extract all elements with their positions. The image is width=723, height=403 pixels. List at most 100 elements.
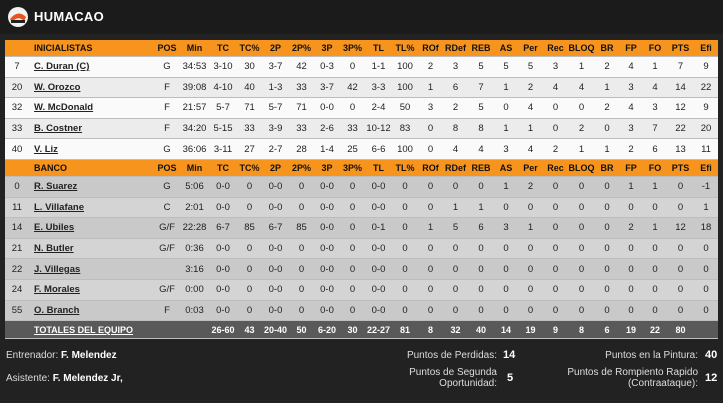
player-name[interactable]: E. Ubiles (29, 217, 154, 239)
stat-cell: 0 (643, 279, 667, 301)
stat-cell (154, 258, 180, 280)
column-header: 3P (314, 40, 340, 57)
stat-cell: 3 (643, 97, 667, 119)
stat-cell: F (154, 118, 180, 140)
stat-cell: 1 (568, 56, 595, 78)
column-header: AS (494, 40, 518, 57)
column-header: TC% (237, 40, 262, 57)
stat-cell: 0 (392, 238, 418, 260)
stat-cell: 42 (289, 56, 314, 78)
totals-cell: 50 (289, 320, 314, 340)
stat-cell: 6-6 (365, 138, 392, 160)
assistant-name: F. Melendez Jr, (52, 373, 123, 384)
stat-cell: 0 (494, 258, 518, 280)
stat-cell: 0 (468, 176, 494, 198)
player-name[interactable]: W. McDonald (29, 97, 154, 119)
stat-cell: 7 (643, 118, 667, 140)
player-name[interactable]: R. Suarez (29, 176, 154, 198)
stat-cell: 0 (289, 176, 314, 198)
stat-cell: 0 (494, 197, 518, 219)
stat-cell: 0-0 (314, 97, 340, 119)
player-name[interactable]: C. Duran (C) (29, 56, 154, 78)
stat-cell: 0 (418, 138, 443, 160)
stat-cell: 0 (289, 197, 314, 219)
stat-cell: 1 (418, 77, 443, 99)
section-header: INICIALISTAS POS Min TC TC% 2P 2P% 3P 3P% TL TL% RO… (5, 40, 718, 57)
player-name[interactable]: J. Villegas (29, 258, 154, 280)
stat-cell: 0-0 (209, 238, 237, 260)
stat-cell: 22 (694, 77, 718, 99)
stat-value: 14 (503, 349, 516, 361)
stat-cell: 3-9 (262, 118, 289, 140)
stat-cell: 0-0 (365, 238, 392, 260)
stat-cell: 20 (694, 118, 718, 140)
jersey-number: 20 (5, 77, 29, 99)
stat-cell: 39:08 (180, 77, 209, 99)
stat-cell: 0 (568, 197, 595, 219)
totals-cell: 32 (443, 320, 468, 340)
totals-cell: 6-20 (314, 320, 340, 340)
team-header: HUMACAO (0, 0, 723, 34)
stat-cell: 0-0 (262, 300, 289, 322)
player-name[interactable]: W. Orozco (29, 77, 154, 99)
stat-cell: 0 (289, 238, 314, 260)
stat-cell: 100 (392, 138, 418, 160)
stat-cell: 0 (418, 238, 443, 260)
stat-cell: 0 (468, 279, 494, 301)
stat-cell: -1 (694, 176, 718, 198)
stat-cell: 0 (237, 176, 262, 198)
stat-cell: 0-0 (262, 238, 289, 260)
stat-cell: 1-1 (365, 56, 392, 78)
totals-cell: 14 (494, 320, 518, 340)
stat-cell: 0 (237, 279, 262, 301)
stat-cell: 0 (340, 300, 365, 322)
player-row: 7 C. Duran (C) G 34:53 3-10 30 3-7 42 0-3 0 1-1 100… (5, 56, 718, 78)
totals-cell (5, 320, 29, 340)
stat-cell: 0 (543, 97, 568, 119)
stat-cell: 3 (619, 118, 643, 140)
stat-cell: 0-0 (365, 300, 392, 322)
column-header: PTS (667, 159, 694, 177)
player-row: 22 J. Villegas 3:16 0-0 0 0-0 0 0-0 0 0-0 0 0 0 0 0 0 0 0… (5, 258, 718, 280)
stat-cell: 0 (392, 300, 418, 322)
player-row: 21 N. Butler G/F 0:36 0-0 0 0-0 0 0-0 0 0-0 0 0 0 0 0 0 0… (5, 238, 718, 260)
stat-cell: 0-0 (365, 176, 392, 198)
stat-cell: 6 (443, 77, 468, 99)
player-name[interactable]: L. Villafane (29, 197, 154, 219)
stat-cell: 0 (340, 238, 365, 260)
stat-cell: 2:01 (180, 197, 209, 219)
totals-cell: 19 (619, 320, 643, 340)
player-name[interactable]: O. Branch (29, 300, 154, 322)
stat-cell: 0 (568, 279, 595, 301)
stat-cell: 0 (667, 176, 694, 198)
player-name[interactable]: N. Butler (29, 238, 154, 260)
column-header: TC (209, 159, 237, 177)
jersey-number: 11 (5, 197, 29, 219)
stat-cell: 0 (619, 197, 643, 219)
stat-cell: 12 (667, 217, 694, 239)
totals-cell: 81 (392, 320, 418, 340)
section-label: INICIALISTAS (29, 40, 154, 57)
stat-cell: 2 (518, 176, 543, 198)
player-name[interactable]: B. Costner (29, 118, 154, 140)
stat-cell: 1 (595, 138, 619, 160)
column-header: FO (643, 40, 667, 57)
stat-cell: 42 (340, 77, 365, 99)
stat-cell: 0 (443, 238, 468, 260)
stat-cell: 6 (643, 138, 667, 160)
stat-cell: 10-12 (365, 118, 392, 140)
totals-cell (694, 320, 718, 340)
player-name[interactable]: V. Liz (29, 138, 154, 160)
stat-cell: 0 (595, 217, 619, 239)
stat-cell: 0 (494, 279, 518, 301)
jersey-number: 22 (5, 258, 29, 280)
column-header: Min (180, 40, 209, 57)
stat-cell: 1 (694, 197, 718, 219)
jersey-number: 7 (5, 56, 29, 78)
stat-cell: 1-4 (314, 138, 340, 160)
stat-cell: 0 (418, 300, 443, 322)
player-name[interactable]: F. Morales (29, 279, 154, 301)
stat-value: 12 (705, 372, 718, 384)
stat-cell: 0 (595, 118, 619, 140)
stat-cell: 0 (340, 197, 365, 219)
